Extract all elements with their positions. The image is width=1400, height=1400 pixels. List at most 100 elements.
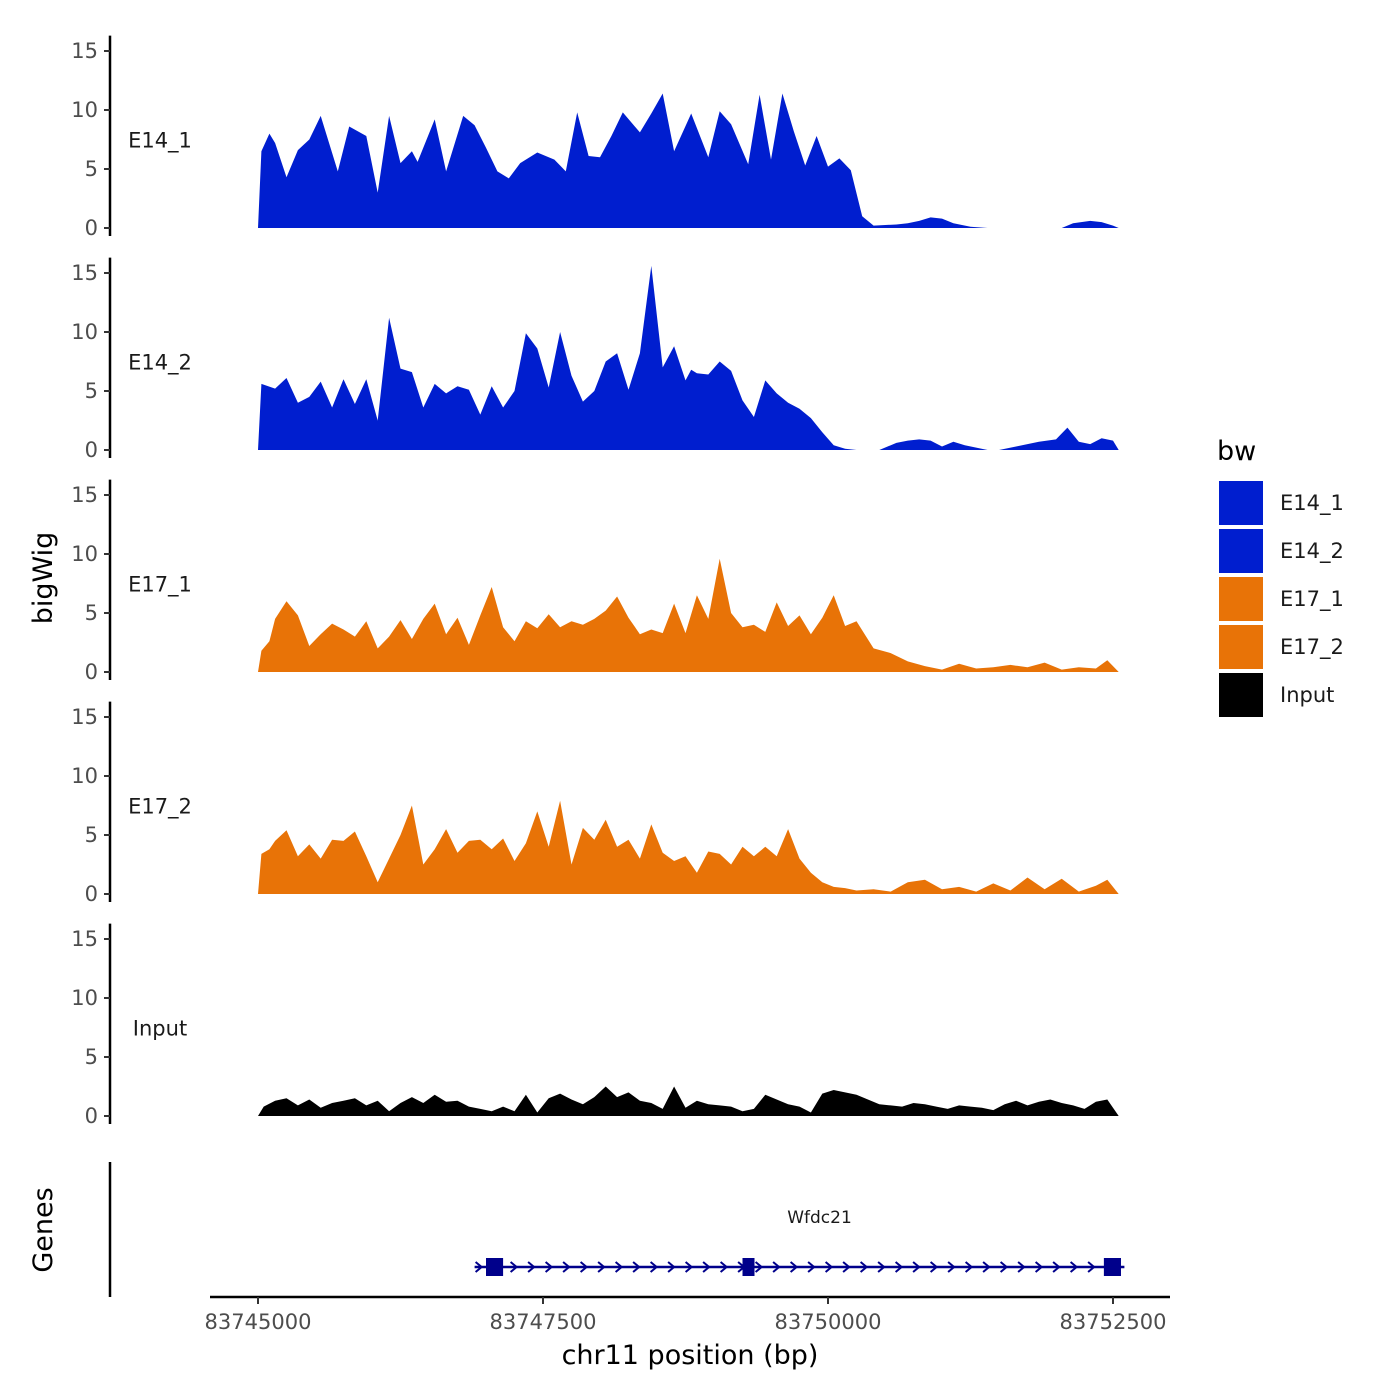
track-label: Input: [133, 1017, 187, 1041]
strand-arrow: [667, 1261, 676, 1273]
y-tick-label: 15: [71, 705, 98, 729]
strand-arrow: [562, 1261, 571, 1273]
strand-arrow: [1069, 1261, 1079, 1273]
strand-arrow: [929, 1261, 939, 1273]
legend-label: E17_1: [1280, 587, 1344, 612]
y-tick-label: 5: [85, 823, 98, 847]
strand-arrow: [1087, 1261, 1096, 1273]
y-tick-label: 0: [85, 438, 98, 462]
legend-label: E14_2: [1280, 539, 1344, 564]
legend: bw E14_1 E14_2 E17_1 E17_2 Input: [1217, 436, 1344, 717]
x-tick-label: 83750000: [775, 1310, 882, 1334]
coverage-area-e14-1: [258, 93, 1119, 228]
track-label: E17_1: [128, 573, 192, 598]
legend-swatch: [1219, 673, 1263, 717]
legend-label: E14_1: [1280, 491, 1344, 516]
y-tick-label: 10: [71, 986, 98, 1010]
exon: [486, 1258, 504, 1276]
strand-arrow: [807, 1261, 816, 1273]
y-tick-label: 5: [85, 1045, 98, 1069]
strand-arrow: [684, 1261, 694, 1273]
genes-axis-title: Genes: [28, 1187, 59, 1272]
strand-arrow: [754, 1261, 764, 1273]
y-tick-label: 15: [71, 39, 98, 63]
exon: [742, 1258, 755, 1276]
legend-swatch: [1219, 577, 1263, 621]
y-tick-label: 0: [85, 882, 98, 906]
strand-arrow: [842, 1261, 851, 1273]
strand-arrow: [509, 1261, 519, 1273]
legend-label: Input: [1280, 683, 1334, 707]
coverage-tracks: 0 5 10 15 E14_1 0 5 10 15 E14_2 0 5 10 15 E17_1 0 5 10 15 E…: [71, 35, 1119, 1128]
coverage-area-e17-1: [258, 558, 1119, 672]
strand-arrow: [544, 1261, 554, 1273]
strand-arrow: [1017, 1261, 1026, 1273]
x-axis-title: chr11 position (bp): [562, 1340, 819, 1371]
y-tick-label: 15: [71, 261, 98, 285]
coverage-area-input: [258, 1086, 1119, 1116]
strand-arrow: [947, 1261, 956, 1273]
x-axis: 83745000 83747500 83750000 83752500: [205, 1295, 1170, 1334]
y-tick-label: 5: [85, 379, 98, 403]
strand-arrow: [964, 1261, 974, 1273]
y-tick-label: 0: [85, 1104, 98, 1128]
track-e17-1: 0 5 10 15 E17_1: [71, 479, 1119, 684]
y-tick-label: 0: [85, 660, 98, 684]
strand-arrow: [702, 1261, 711, 1273]
strand-arrow: [527, 1261, 536, 1273]
gene-wfdc21: Wfdc21: [474, 1208, 1125, 1276]
track-e14-2: 0 5 10 15 E14_2: [71, 257, 1119, 462]
strand-arrow: [877, 1261, 886, 1273]
strand-arrow: [719, 1261, 729, 1273]
strand-arrow: [912, 1261, 921, 1273]
legend-title: bw: [1217, 436, 1256, 467]
track-label: E14_1: [128, 129, 192, 154]
y-tick-label: 15: [71, 483, 98, 507]
y-tick-label: 5: [85, 601, 98, 625]
strand-arrow: [649, 1261, 659, 1273]
strand-arrow: [859, 1261, 869, 1273]
y-axis-title: bigWig: [28, 532, 59, 625]
y-tick-label: 10: [71, 542, 98, 566]
genes-panel: Wfdc21: [108, 1162, 1125, 1297]
strand-arrow: [597, 1261, 606, 1273]
strand-arrow: [824, 1261, 834, 1273]
legend-swatch: [1219, 625, 1263, 669]
track-e17-2: 0 5 10 15 E17_2: [71, 701, 1119, 906]
x-tick-label: 83747500: [490, 1310, 597, 1334]
strand-arrow: [894, 1261, 904, 1273]
legend-swatch: [1219, 529, 1263, 573]
strand-arrow: [982, 1261, 991, 1273]
strand-arrow: [772, 1261, 781, 1273]
strand-arrow: [632, 1261, 641, 1273]
legend-label: E17_2: [1280, 635, 1344, 660]
track-input: 0 5 10 15 Input: [71, 923, 1119, 1128]
legend-swatch: [1219, 481, 1263, 525]
y-tick-label: 5: [85, 157, 98, 181]
legend-entry: Input: [1219, 673, 1334, 717]
legend-entry: E14_2: [1219, 529, 1344, 573]
legend-entry: E14_1: [1219, 481, 1344, 525]
strand-arrow: [474, 1261, 484, 1273]
strand-arrow: [614, 1261, 624, 1273]
legend-entry: E17_2: [1219, 625, 1344, 669]
strand-arrow: [579, 1261, 589, 1273]
y-tick-label: 10: [71, 98, 98, 122]
legend-entry: E17_1: [1219, 577, 1344, 621]
track-label: E17_2: [128, 795, 192, 820]
coverage-area-e17-2: [258, 800, 1119, 894]
x-tick-label: 83752500: [1060, 1310, 1167, 1334]
coverage-area-e14-2: [258, 265, 1119, 450]
y-tick-label: 0: [85, 216, 98, 240]
y-tick-label: 15: [71, 927, 98, 951]
gene-name-label: Wfdc21: [787, 1208, 852, 1228]
y-tick-label: 10: [71, 764, 98, 788]
strand-arrow: [1034, 1261, 1044, 1273]
track-label: E14_2: [128, 351, 192, 376]
x-tick-label: 83745000: [205, 1310, 312, 1334]
track-e14-1: 0 5 10 15 E14_1: [71, 35, 1119, 240]
strand-arrow: [789, 1261, 799, 1273]
exon: [1103, 1258, 1121, 1276]
strand-arrow: [999, 1261, 1009, 1273]
